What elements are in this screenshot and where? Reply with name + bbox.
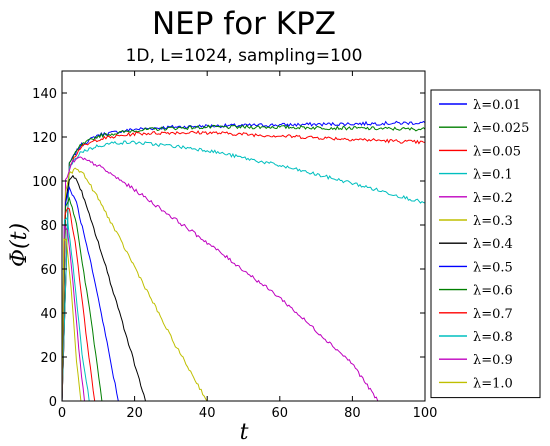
- series-line-10: [61, 207, 96, 402]
- x-tick-label: 20: [126, 406, 143, 421]
- series-line-6: [61, 167, 208, 402]
- legend-label: λ=0.6: [473, 284, 513, 299]
- series-line-5: [61, 156, 379, 402]
- y-tick-label: 20: [40, 351, 57, 366]
- chart-title: NEP for KPZ: [152, 6, 336, 42]
- legend-label: λ=1.0: [473, 376, 513, 391]
- legend-label: λ=0.1: [473, 168, 513, 183]
- legend-label: λ=0.05: [473, 144, 521, 159]
- series-line-9: [61, 196, 103, 402]
- axes-layer: 0 20 40 60 80 100 0 20 40 60 80 100 120 140: [32, 71, 437, 421]
- x-tick-label: 60: [272, 406, 289, 421]
- series-line-2: [61, 124, 426, 402]
- x-tick-label: 100: [413, 406, 438, 421]
- legend-label: λ=0.2: [473, 191, 513, 206]
- y-tick-label: 0: [49, 395, 57, 410]
- x-tick-label: 0: [58, 406, 66, 421]
- series-line-1: [61, 120, 426, 402]
- x-axis-label: t: [240, 420, 249, 445]
- plot-frame: [61, 70, 426, 402]
- series-line-12: [61, 225, 85, 402]
- legend-label: λ=0.7: [473, 307, 513, 322]
- y-tick-label: 140: [32, 87, 57, 102]
- series-layer: [61, 120, 426, 402]
- legend-label: λ=0.3: [473, 214, 513, 229]
- legend-label: λ=0.5: [473, 260, 513, 275]
- y-tick-label: 60: [40, 263, 57, 278]
- y-tick-label: 120: [32, 131, 57, 146]
- series-line-7: [61, 174, 146, 402]
- chart-subtitle: 1D, L=1024, sampling=100: [126, 46, 363, 66]
- series-line-11: [61, 216, 90, 402]
- legend-label: λ=0.025: [473, 121, 529, 136]
- y-tick-label: 100: [32, 175, 57, 190]
- x-tick-label: 40: [199, 406, 216, 421]
- legend-label: λ=0.8: [473, 330, 513, 345]
- y-tick-label: 80: [40, 219, 57, 234]
- series-line-4: [61, 140, 426, 402]
- series-line-13: [61, 237, 82, 402]
- y-tick-label: 40: [40, 307, 57, 322]
- y-axis-label: Φ(t): [7, 223, 32, 267]
- legend: λ=0.01 λ=0.025 λ=0.05 λ=0.1 λ=0.2 λ=0.3 λ=0.4 λ…: [430, 89, 541, 399]
- x-tick-label: 80: [344, 406, 361, 421]
- series-line-3: [61, 130, 426, 402]
- legend-label: λ=0.9: [473, 353, 513, 368]
- series-line-8: [61, 185, 119, 402]
- legend-label: λ=0.01: [473, 98, 521, 113]
- legend-label: λ=0.4: [473, 237, 513, 252]
